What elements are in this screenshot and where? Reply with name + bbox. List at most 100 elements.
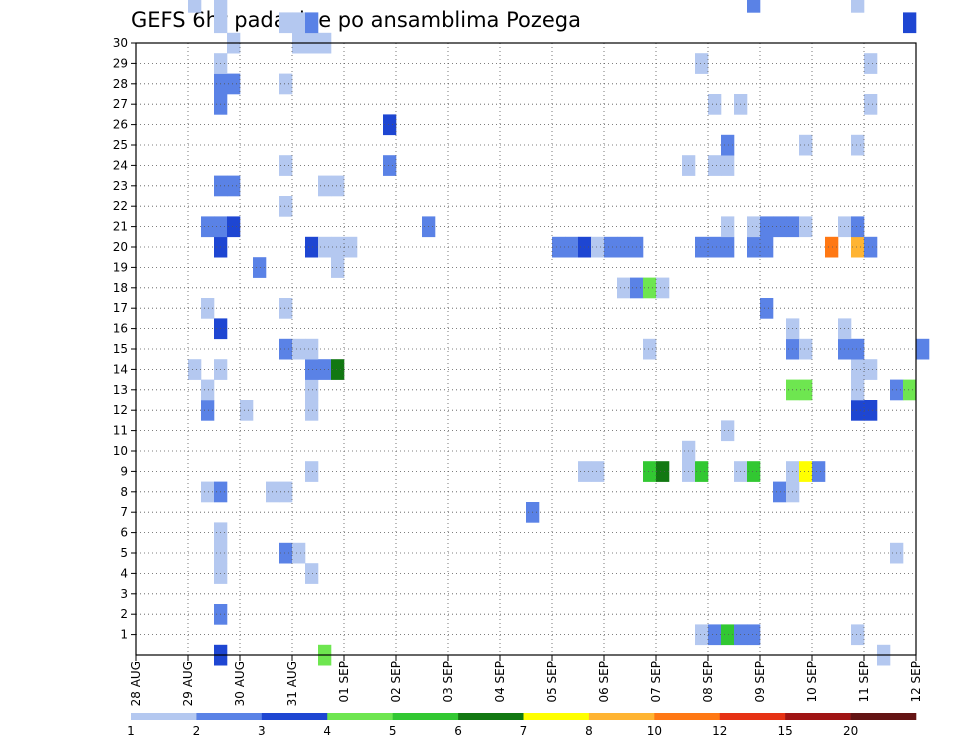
heatmap-cell [279, 298, 293, 319]
x-tick-label: 10 SEP [805, 661, 819, 703]
heatmap-cell [305, 563, 319, 584]
heatmap-cell [721, 624, 735, 646]
colorbar-tick-label: 7 [520, 724, 528, 738]
heatmap-cell [552, 236, 566, 258]
heatmap-cell [279, 73, 293, 95]
y-tick-label: 9 [120, 464, 128, 478]
heatmap-cell [851, 400, 865, 421]
y-tick-label: 6 [120, 526, 128, 540]
heatmap-cell [812, 461, 826, 482]
heatmap-cell [747, 236, 761, 258]
heatmap-cell [188, 0, 202, 13]
heatmap-cell [695, 461, 709, 482]
heatmap-cell [760, 298, 774, 319]
heatmap-cell [799, 216, 813, 238]
heatmap-cell [643, 338, 657, 360]
heatmap-cell [708, 236, 722, 258]
y-tick-label: 1 [120, 628, 128, 642]
heatmap-cell [227, 216, 241, 238]
y-tick-label: 29 [113, 56, 128, 70]
x-tick-label: 06 SEP [597, 661, 611, 703]
colorbar-tick-label: 6 [454, 724, 462, 738]
heatmap-cell [851, 379, 865, 401]
heatmap-cell [721, 155, 735, 176]
x-tick-label: 09 SEP [753, 661, 767, 703]
heatmap-cell [305, 338, 319, 360]
colorbar-tick-label: 10 [647, 724, 662, 738]
y-tick-label: 2 [120, 607, 128, 621]
heatmap-cell [591, 236, 605, 258]
y-tick-label: 19 [113, 260, 128, 274]
colorbar-swatch [523, 713, 590, 720]
heatmap-cell [279, 12, 293, 34]
x-tick-label: 28 AUG [129, 661, 143, 706]
y-tick-label: 4 [120, 566, 128, 580]
colorbar: 1 2 3 4 5 6 7 8 10 12 15 20 [127, 713, 917, 738]
x-tick-label: 03 SEP [441, 661, 455, 703]
heatmap-cell [864, 400, 878, 421]
y-tick-label: 15 [113, 342, 128, 356]
colorbar-swatch [196, 713, 263, 720]
colorbar-swatch [850, 713, 917, 720]
y-tick-label: 16 [113, 322, 128, 336]
heatmap-cell [643, 277, 657, 299]
y-tick-label: 28 [113, 77, 128, 91]
y-tick-label: 30 [113, 36, 128, 50]
y-tick-label: 26 [113, 118, 128, 132]
heatmap-cell [851, 338, 865, 360]
x-tick-label: 08 SEP [701, 661, 715, 703]
heatmap-cell [201, 379, 215, 401]
colorbar-tick-label: 2 [193, 724, 201, 738]
heatmap-cell [864, 359, 878, 380]
heatmap-cell [747, 461, 761, 482]
heatmap-cell [240, 400, 254, 421]
heatmap-cell [903, 12, 917, 34]
colorbar-tick-label: 15 [778, 724, 793, 738]
heatmap-cell [305, 12, 319, 34]
colorbar-swatch [261, 713, 328, 720]
heatmap-cell [721, 420, 735, 442]
colorbar-tick-label: 3 [258, 724, 266, 738]
y-tick-label: 22 [113, 199, 128, 213]
y-tick-label: 27 [113, 97, 128, 111]
heatmap-cell [851, 216, 865, 238]
heatmap-cell [305, 236, 319, 258]
y-tick-label: 23 [113, 179, 128, 193]
colorbar-swatch [719, 713, 786, 720]
colorbar-tick-label: 1 [127, 724, 135, 738]
y-tick-label: 18 [113, 281, 128, 295]
colorbar-tick-label: 5 [389, 724, 397, 738]
y-tick-label: 13 [113, 383, 128, 397]
chart-title: GEFS 6hr padavine po ansamblima Pozega [131, 8, 581, 32]
y-tick-label: 3 [120, 587, 128, 601]
y-tick-label: 5 [120, 546, 128, 560]
heatmap-cell [721, 236, 735, 258]
colorbar-swatch [131, 713, 197, 720]
heatmap-cell [331, 257, 345, 278]
heatmap-cell [916, 338, 930, 360]
heatmap-cell [747, 216, 761, 238]
colorbar-tick-label: 8 [585, 724, 593, 738]
heatmap-cell [279, 155, 293, 176]
heatmap-cell [305, 400, 319, 421]
heatmap-cell [851, 0, 865, 13]
heatmap-cell [227, 175, 241, 197]
heatmap-cell [799, 461, 813, 482]
y-tick-label: 17 [113, 301, 128, 315]
heatmap-cell [214, 12, 228, 34]
heatmap-cell [851, 624, 865, 646]
x-tick-label: 04 SEP [493, 661, 507, 703]
heatmap-cell [292, 338, 306, 360]
heatmap-cell [344, 236, 358, 258]
y-tick-label: 10 [113, 444, 128, 458]
heatmap-cell [864, 94, 878, 115]
heatmap-cell [331, 236, 345, 258]
x-axis: 28 AUG 29 AUG 30 AUG 31 AUG 01 SEP 02 SEP 03 S… [129, 655, 923, 706]
x-tick-label: 01 SEP [337, 661, 351, 703]
heatmap-cell [279, 481, 293, 503]
heatmap-cell [851, 236, 865, 258]
colorbar-swatch [785, 713, 851, 720]
heatmap-cell [201, 481, 215, 503]
colorbar-tick-label: 12 [712, 724, 727, 738]
